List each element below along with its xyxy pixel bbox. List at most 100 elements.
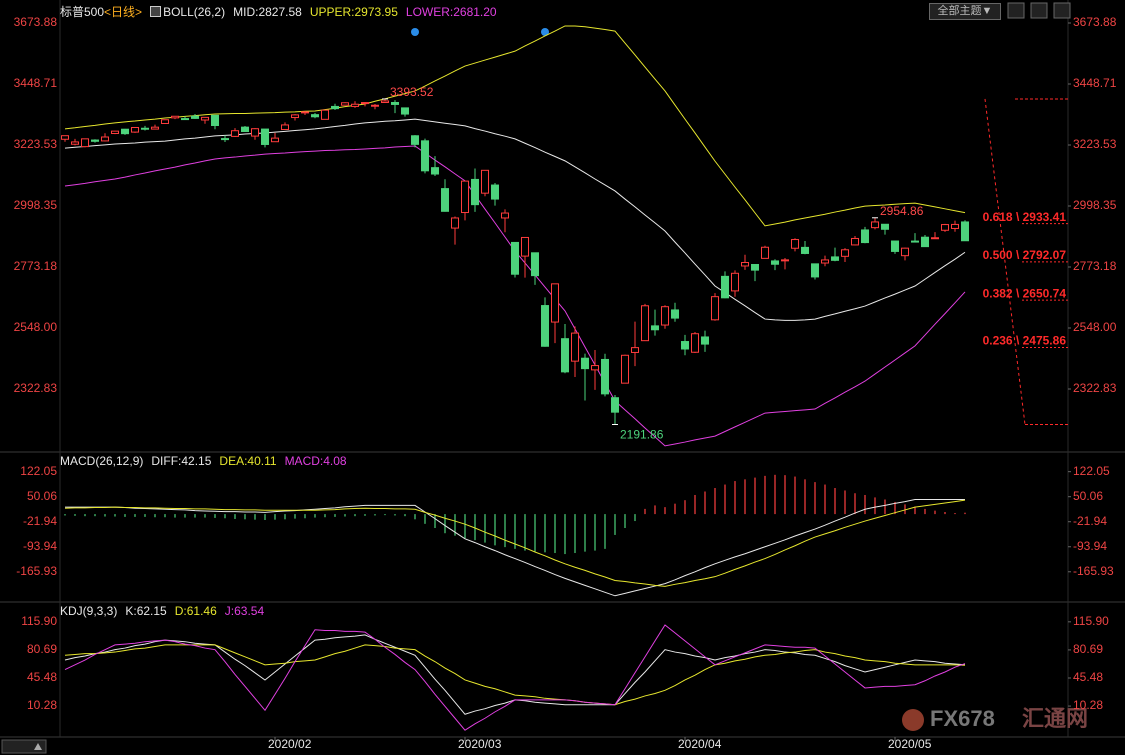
macd-header: MACD(26,12,9) DIFF:42.15 DEA:40.11 MACD:4.… bbox=[60, 454, 347, 468]
candle-body bbox=[321, 109, 329, 120]
candle-body bbox=[111, 130, 119, 134]
annotation-label: 2954.86 bbox=[880, 204, 924, 218]
tool-icon[interactable] bbox=[1053, 2, 1071, 19]
y-tick-label: 3223.53 bbox=[1073, 137, 1117, 151]
indicator-line bbox=[64, 118, 966, 321]
candle-body bbox=[101, 136, 109, 142]
candle-body bbox=[811, 263, 819, 278]
y-tick-label: 2548.00 bbox=[1073, 320, 1117, 334]
candle-body bbox=[781, 259, 789, 262]
candle-body bbox=[131, 126, 139, 133]
y-tick-label: 2322.83 bbox=[1073, 381, 1117, 395]
y-tick-label: 122.05 bbox=[20, 464, 57, 478]
y-tick-label: 122.05 bbox=[1073, 464, 1110, 478]
y-tick-label: 3448.71 bbox=[1073, 76, 1117, 90]
candle-body bbox=[471, 178, 479, 206]
candle-body bbox=[961, 221, 969, 242]
candle-body bbox=[251, 128, 259, 137]
candle-body bbox=[91, 139, 99, 142]
candle-body bbox=[571, 332, 579, 362]
indicator-icon[interactable] bbox=[150, 6, 162, 17]
y-tick-label: 45.48 bbox=[1073, 670, 1103, 684]
watermark-brand: FX678 bbox=[930, 706, 995, 731]
candle-body bbox=[801, 246, 809, 254]
candle-body bbox=[481, 169, 489, 194]
y-tick-label: 45.48 bbox=[27, 670, 57, 684]
indicator-line bbox=[65, 498, 966, 597]
fib-level-label: 0.236 \ 2475.86 bbox=[983, 334, 1067, 348]
candle-body bbox=[761, 246, 769, 259]
y-tick-label: 80.69 bbox=[27, 642, 57, 656]
candle-body bbox=[951, 223, 959, 229]
candle-body bbox=[791, 239, 799, 249]
candle-body bbox=[301, 111, 309, 114]
candle-body bbox=[391, 101, 399, 105]
indicator-name: KDJ(9,3,3) bbox=[60, 604, 118, 618]
candle-body bbox=[501, 212, 509, 219]
y-tick-label: 3673.88 bbox=[1073, 15, 1117, 29]
y-tick-label: 2773.18 bbox=[1073, 259, 1117, 273]
legend: K:62.15 D:61.46 J:63.54 bbox=[125, 604, 264, 618]
candle-body bbox=[411, 135, 419, 145]
y-tick-label: 2998.35 bbox=[14, 198, 58, 212]
event-marker[interactable] bbox=[541, 28, 549, 36]
legend-entry: MACD:4.08 bbox=[284, 454, 347, 468]
legend-entry: DEA:40.11 bbox=[219, 454, 277, 468]
scroll-arrow bbox=[34, 743, 42, 750]
candle-body bbox=[731, 272, 739, 292]
candle-body bbox=[771, 260, 779, 265]
indicator-line bbox=[64, 25, 966, 227]
legend-entry: K:62.15 bbox=[125, 604, 167, 618]
kdj-header: KDJ(9,3,3) K:62.15 D:61.46 J:63.54 bbox=[60, 604, 264, 618]
candle-body bbox=[651, 325, 659, 331]
candle-body bbox=[461, 180, 469, 214]
candle-body bbox=[311, 114, 319, 118]
x-tick-label: 2020/04 bbox=[678, 737, 722, 751]
indicator-line bbox=[64, 624, 966, 731]
candle-body bbox=[181, 118, 189, 121]
indicator-name: MACD(26,12,9) bbox=[60, 454, 144, 468]
legend-entry: D:61.46 bbox=[174, 604, 217, 618]
candle-body bbox=[371, 104, 379, 107]
y-tick-label: 50.06 bbox=[27, 489, 57, 503]
event-marker[interactable] bbox=[411, 28, 419, 36]
y-tick-label: 2998.35 bbox=[1073, 198, 1117, 212]
y-tick-label: -21.94 bbox=[23, 514, 57, 528]
candle-body bbox=[911, 240, 919, 243]
candle-body bbox=[291, 114, 299, 119]
candle-body bbox=[261, 128, 269, 145]
candle-body bbox=[231, 130, 239, 137]
annotation-label: 3393.52 bbox=[390, 85, 434, 99]
candle-body bbox=[61, 135, 69, 140]
theme-button[interactable]: 全部主题▼ bbox=[929, 3, 1001, 20]
candle-body bbox=[581, 357, 589, 370]
main-header: 标普500 <日线> BOLL(26,2) MID:2827.58 UPPER:2… bbox=[60, 3, 497, 20]
candle-body bbox=[871, 221, 879, 229]
candle-body bbox=[621, 354, 629, 384]
candle-body bbox=[381, 100, 389, 104]
y-tick-label: -93.94 bbox=[1073, 539, 1107, 553]
tool-icon[interactable] bbox=[1030, 2, 1048, 19]
candle-body bbox=[851, 237, 859, 246]
candle-body bbox=[741, 261, 749, 267]
candle-body bbox=[831, 256, 839, 261]
candle-body bbox=[881, 223, 889, 230]
fib-level-label: 0.618 \ 2933.41 bbox=[983, 210, 1067, 224]
candle-body bbox=[281, 124, 289, 131]
candle-body bbox=[191, 115, 199, 119]
watermark-logo bbox=[902, 709, 924, 731]
candle-body bbox=[701, 336, 709, 345]
indicator-line bbox=[64, 644, 966, 706]
candle-body bbox=[211, 114, 219, 127]
tool-icon[interactable] bbox=[1007, 2, 1025, 19]
candle-body bbox=[241, 126, 249, 132]
y-tick-label: 3223.53 bbox=[14, 137, 58, 151]
y-tick-label: 3673.88 bbox=[14, 15, 58, 29]
legend: DIFF:42.15 DEA:40.11 MACD:4.08 bbox=[151, 454, 346, 468]
candle-body bbox=[421, 140, 429, 172]
candle-body bbox=[521, 236, 529, 257]
fib-level-label: 0.500 \ 2792.07 bbox=[983, 248, 1067, 262]
fib-trend-line bbox=[984, 98, 1026, 425]
y-tick-label: 80.69 bbox=[1073, 642, 1103, 656]
